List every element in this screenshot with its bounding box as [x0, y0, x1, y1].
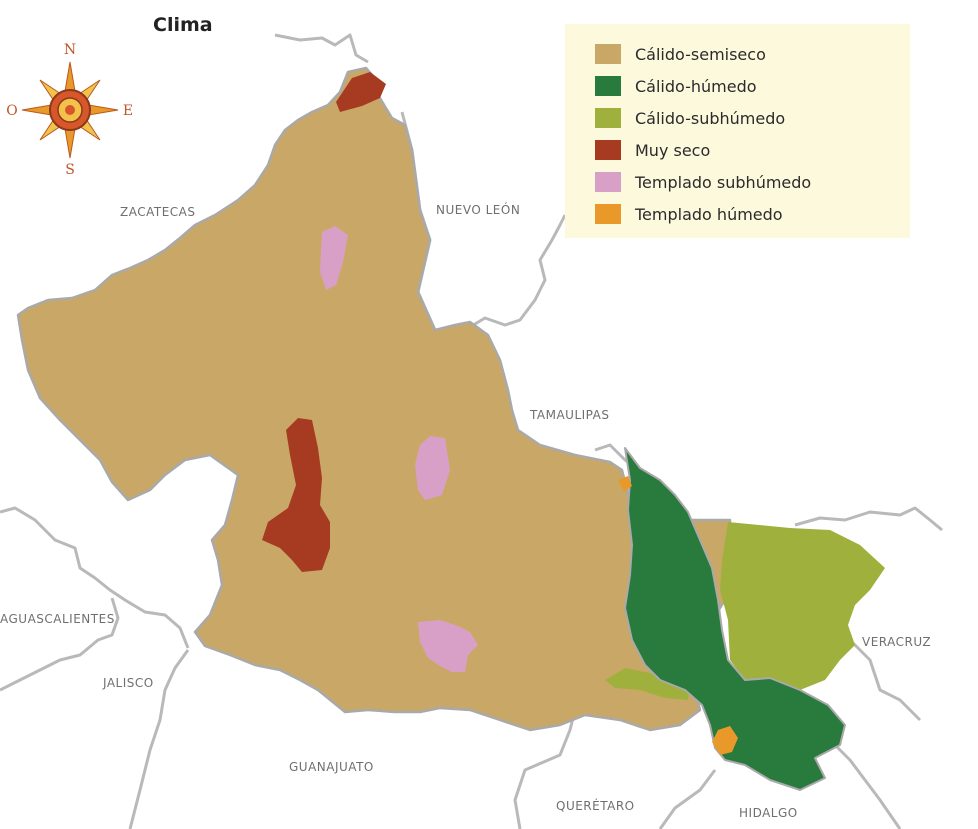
region-calido-humedo	[624, 447, 846, 791]
region-calido-subhumedo	[720, 522, 885, 690]
legend-item: Muy seco	[595, 134, 910, 166]
label-jalisco: JALISCO	[103, 676, 154, 690]
legend-label: Muy seco	[635, 140, 711, 160]
legend-item: Templado subhúmedo	[595, 166, 910, 198]
region-templado-humedo	[712, 726, 738, 755]
label-veracruz: VERACRUZ	[862, 635, 932, 649]
legend-label: Templado húmedo	[635, 204, 783, 224]
compass-n: N	[64, 42, 76, 58]
label-nuevo-leon: NUEVO LEÓN	[436, 203, 521, 217]
legend-label: Templado subhúmedo	[635, 172, 812, 192]
legend-label: Cálido-semiseco	[635, 44, 766, 64]
map-title: Clima	[153, 14, 213, 36]
legend-swatch	[595, 76, 621, 96]
legend-swatch	[595, 108, 621, 128]
region-templado-subhumedo-north	[320, 226, 348, 290]
legend-swatch	[595, 204, 621, 224]
legend-item: Cálido-húmedo	[595, 70, 910, 102]
legend-label: Cálido-húmedo	[635, 76, 757, 96]
label-queretaro: QUERÉTARO	[556, 799, 635, 813]
region-muy-seco-central	[262, 418, 330, 572]
label-aguascalientes: AGUASCALIENTES	[0, 612, 115, 626]
compass-e: E	[123, 103, 133, 119]
region-calido-semiseco	[16, 66, 732, 732]
label-guanajuato: GUANAJUATO	[289, 760, 374, 774]
legend-item: Templado húmedo	[595, 198, 910, 230]
region-templado-humedo-spot	[618, 476, 632, 492]
legend-item: Cálido-semiseco	[595, 38, 910, 70]
compass-rose-icon: N S E O	[6, 42, 133, 178]
legend: Cálido-semiseco Cálido-húmedo Cálido-sub…	[565, 24, 910, 238]
legend-swatch	[595, 172, 621, 192]
legend-item: Cálido-subhúmedo	[595, 102, 910, 134]
region-templado-subhumedo-south	[418, 620, 478, 672]
label-zacatecas: ZACATECAS	[120, 205, 196, 219]
legend-swatch	[595, 140, 621, 160]
label-tamaulipas: TAMAULIPAS	[530, 408, 610, 422]
region-muy-seco-north	[336, 72, 386, 112]
region-templado-subhumedo-center	[415, 436, 450, 500]
legend-label: Cálido-subhúmedo	[635, 108, 786, 128]
compass-s: S	[65, 162, 75, 178]
compass-o: O	[6, 103, 17, 119]
legend-swatch	[595, 44, 621, 64]
label-hidalgo: HIDALGO	[739, 806, 798, 820]
